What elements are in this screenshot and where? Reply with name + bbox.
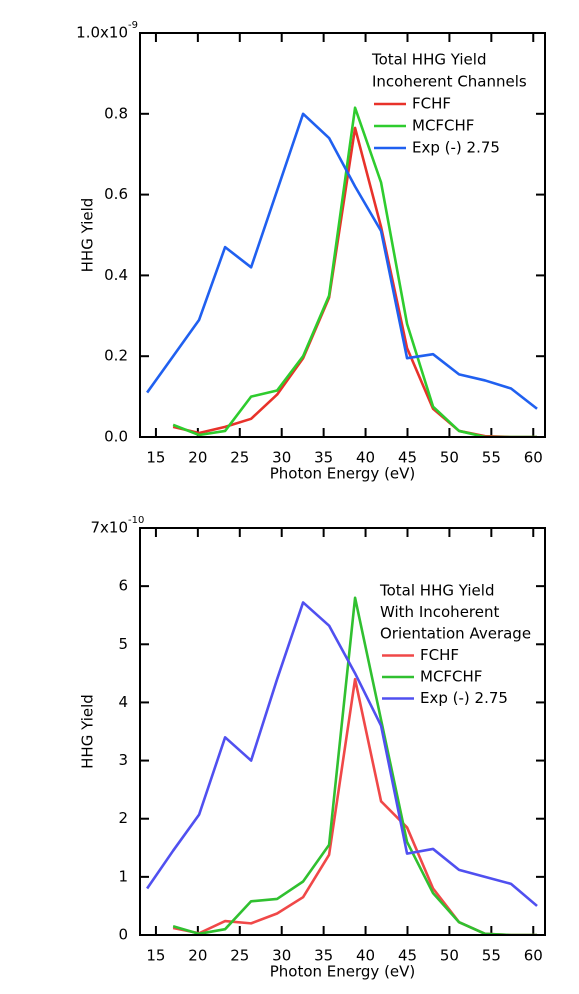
x-tick-label: 55	[482, 449, 501, 467]
x-tick-label: 40	[356, 449, 375, 467]
x-axis-label: Photon Energy (eV)	[270, 963, 416, 981]
x-tick-label: 55	[482, 947, 501, 965]
x-tick-label: 40	[356, 947, 375, 965]
plot-frame	[139, 527, 546, 936]
y-tick-label: 0.8	[104, 104, 128, 122]
plot-frame	[139, 32, 546, 438]
y-tick-label: 0.0	[104, 428, 128, 446]
legend-title: Total HHG Yield	[379, 582, 494, 600]
y-exponent: -10	[128, 515, 144, 526]
x-axis-label: Photon Energy (eV)	[270, 465, 416, 483]
y-tick-label: 7x10	[90, 519, 128, 537]
y-tick-label: 0.4	[104, 266, 128, 284]
x-tick-label: 45	[398, 947, 417, 965]
y-tick-label: 6	[118, 577, 128, 595]
legend-label: Exp (-) 2.75	[420, 689, 508, 707]
legend-label: MCFCHF	[420, 668, 482, 686]
legend-title: With Incoherent	[380, 603, 499, 621]
series-line	[146, 601, 538, 907]
legend-title: Total HHG Yield	[371, 51, 486, 69]
y-tick-label: 4	[118, 693, 128, 711]
legend-label: MCFCHF	[412, 117, 474, 135]
x-tick-label: 60	[524, 947, 543, 965]
x-tick-label: 35	[314, 947, 333, 965]
legend-label: FCHF	[420, 646, 459, 664]
y-axis-label: HHG Yield	[79, 198, 97, 273]
x-tick-label: 15	[146, 947, 165, 965]
legend-label: Exp (-) 2.75	[412, 139, 500, 157]
series-line	[172, 126, 538, 437]
plot-area	[146, 106, 538, 437]
y-tick-label: 3	[118, 751, 128, 769]
x-tick-label: 20	[188, 947, 207, 965]
y-tick-label: 1.0x10	[76, 24, 128, 42]
series-line	[172, 677, 538, 935]
x-tick-label: 50	[440, 947, 459, 965]
legend-title: Incoherent Channels	[372, 73, 527, 91]
x-tick-label: 50	[440, 449, 459, 467]
series-line	[146, 112, 538, 410]
y-tick-label: 0.6	[104, 185, 128, 203]
x-tick-label: 25	[230, 947, 249, 965]
y-tick-label: 1	[118, 867, 128, 885]
x-tick-label: 45	[398, 449, 417, 467]
y-tick-label: 0.2	[104, 347, 128, 365]
x-tick-label: 30	[272, 947, 291, 965]
x-tick-label: 35	[314, 449, 333, 467]
plot-area	[146, 596, 538, 935]
x-tick-label: 20	[188, 449, 207, 467]
x-tick-label: 25	[230, 449, 249, 467]
x-tick-label: 60	[524, 449, 543, 467]
y-axis-label: HHG Yield	[79, 694, 97, 769]
legend-label: FCHF	[412, 95, 451, 113]
y-tick-label: 5	[118, 635, 128, 653]
legend-title: Orientation Average	[380, 625, 531, 643]
y-tick-label: 2	[118, 809, 128, 827]
series-line	[172, 106, 538, 437]
x-tick-label: 30	[272, 449, 291, 467]
y-exponent: -9	[128, 20, 138, 31]
x-tick-label: 15	[146, 449, 165, 467]
series-line	[172, 596, 538, 935]
y-tick-label: 0	[118, 926, 128, 944]
